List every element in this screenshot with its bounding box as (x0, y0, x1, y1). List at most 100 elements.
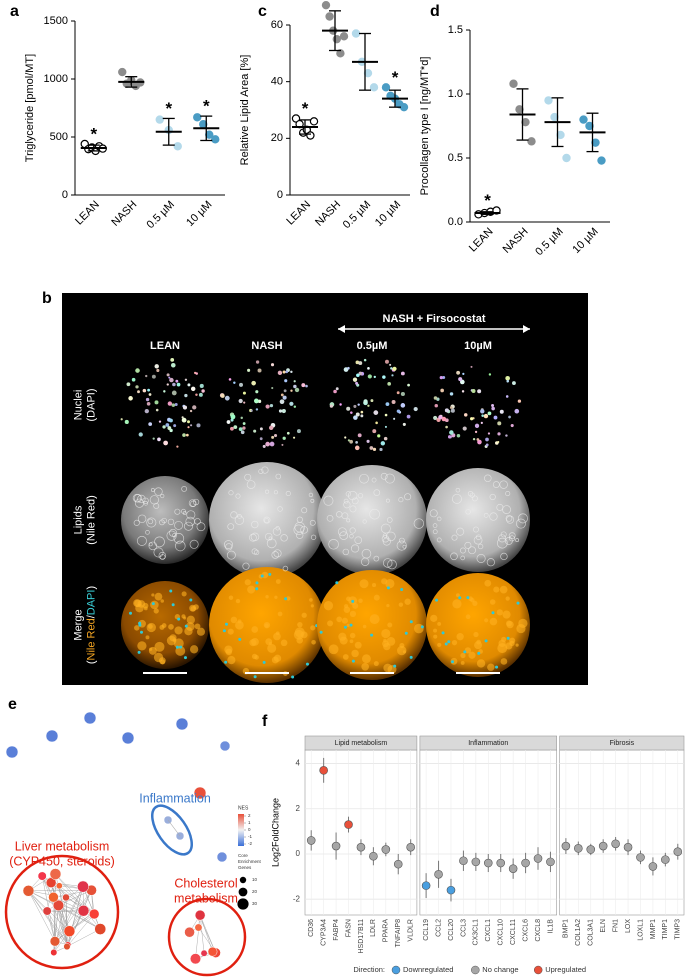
lipid-droplet (275, 473, 282, 480)
dapi-speck (495, 665, 499, 669)
nucleus (224, 395, 230, 401)
nucleus (190, 386, 196, 392)
x-tick-label: CCL19 (423, 919, 430, 941)
lipid-droplet (265, 638, 273, 646)
lipid-droplet (436, 537, 442, 543)
lipid-droplet (192, 498, 200, 506)
nucleus (380, 441, 386, 446)
lipid-droplet (280, 534, 288, 542)
lipid-droplet (172, 638, 177, 642)
network-node (62, 893, 70, 902)
nucleus (259, 427, 263, 431)
lipid-droplet (337, 527, 347, 537)
significance: * (203, 97, 210, 116)
nucleus (433, 415, 438, 421)
panel-letter: e (8, 696, 17, 713)
dapi-speck (393, 664, 397, 668)
nucleus (367, 404, 370, 407)
nucleus (284, 379, 288, 383)
nucleus (126, 382, 131, 387)
lipid-droplet (143, 606, 148, 611)
lipid-droplet (492, 481, 500, 488)
dapi-speck (184, 624, 188, 628)
nucleus (373, 375, 376, 379)
lipid-droplet (310, 498, 315, 503)
nucleus (406, 414, 411, 419)
lipid-droplet (149, 647, 153, 651)
lipid-droplet (150, 488, 155, 492)
nucleus (230, 418, 234, 422)
edge (167, 819, 181, 837)
network-node (194, 909, 206, 921)
lipid-droplet (275, 579, 281, 584)
group-outline (167, 897, 247, 977)
lipid-droplet (154, 536, 165, 548)
lipid-droplet (286, 596, 291, 601)
lipid-droplet (472, 600, 478, 607)
nucleus (396, 409, 401, 413)
network-node (193, 786, 207, 800)
lipid-droplet (383, 642, 391, 651)
dapi-speck (137, 650, 141, 654)
nucleus (393, 417, 396, 420)
nucleus (488, 373, 492, 376)
dapi-speck (506, 636, 510, 640)
nucleus (155, 408, 159, 412)
data-point (381, 845, 391, 854)
dapi-speck (171, 603, 175, 607)
nucleus (456, 370, 461, 375)
nucleus (228, 378, 232, 381)
x-tick-label: CCL20 (448, 919, 455, 941)
lipid-droplet (361, 548, 372, 559)
lipid-organoid (426, 468, 530, 572)
nucleus (124, 419, 129, 424)
lipid-droplet (145, 530, 150, 535)
lipid-droplet (460, 555, 465, 561)
lipid-droplet (430, 614, 438, 622)
dapi-speck (451, 660, 455, 664)
x-tick-label: FASN (345, 919, 352, 937)
lipid-droplet (275, 526, 280, 531)
lipid-droplet (249, 533, 257, 542)
nucleus (400, 403, 406, 408)
dapi-speck (484, 639, 488, 643)
data-point (661, 855, 670, 864)
dapi-speck (268, 572, 272, 576)
network-node (49, 868, 62, 880)
data-point (306, 836, 316, 845)
nucleus (387, 381, 391, 386)
lipid-droplet (249, 639, 257, 647)
lipid-droplet (386, 604, 390, 608)
lipid-organoid (317, 465, 427, 575)
nucleus (358, 371, 363, 376)
nucleus (456, 434, 461, 438)
lipid-droplet (460, 652, 466, 659)
nucleus (382, 375, 386, 379)
nucleus (273, 434, 278, 438)
nucleus (358, 361, 363, 366)
nucleus (433, 396, 438, 400)
panel-letter: c (258, 3, 267, 20)
nucleus (356, 373, 360, 378)
lipid-droplet (151, 593, 155, 597)
lipid-droplet (354, 641, 362, 649)
dapi-speck (189, 598, 193, 602)
lipid-droplet (502, 610, 511, 619)
lipid-droplet (154, 641, 165, 652)
y-tick-label: 2 (296, 804, 301, 813)
lipid-droplet (465, 614, 471, 620)
edge (65, 897, 95, 915)
nucleus (152, 437, 155, 440)
nucleus (240, 416, 243, 420)
lipid-droplet (372, 583, 377, 588)
lipid-droplet (263, 516, 271, 524)
lipid-droplet (323, 495, 334, 506)
nucleus (242, 426, 246, 430)
lipid-droplet (188, 499, 197, 507)
data-point (579, 115, 588, 124)
x-tick-label: CXCL8 (535, 919, 542, 942)
nucleus (187, 420, 190, 424)
lipid-droplet (153, 608, 159, 614)
lipid-droplet (137, 494, 146, 504)
nucleus (283, 389, 287, 393)
